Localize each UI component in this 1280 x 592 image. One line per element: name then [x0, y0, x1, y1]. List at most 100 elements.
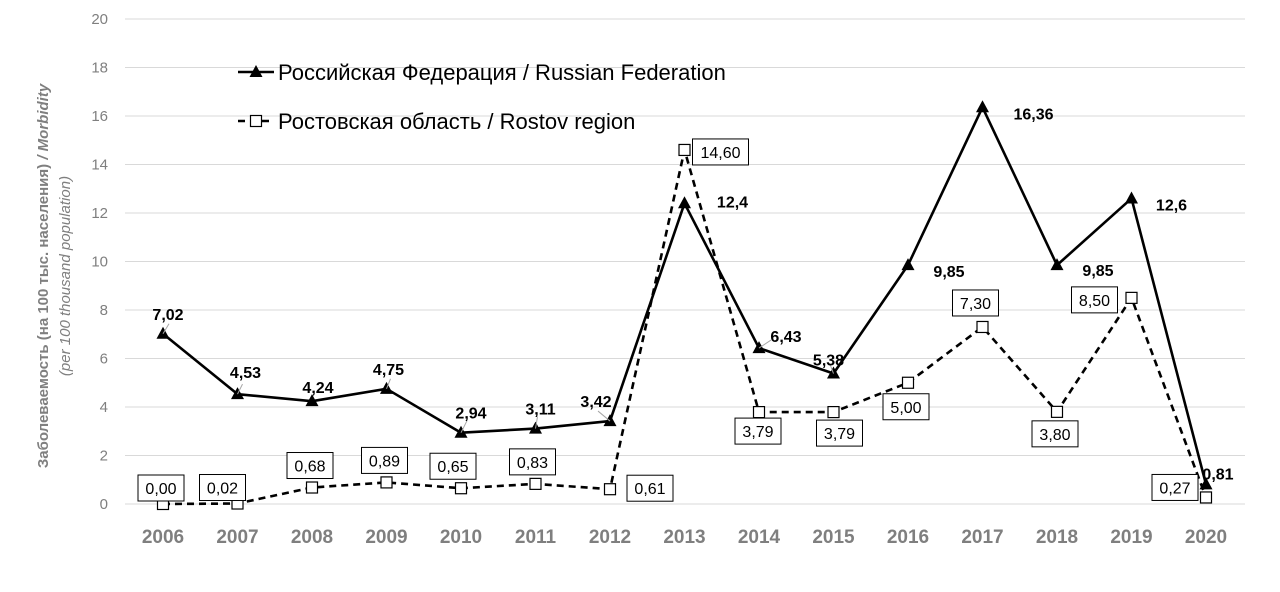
y-axis-label: Заболеваемость (на 100 тыс. населения) /…	[35, 83, 74, 468]
series-layer	[156, 100, 1213, 511]
rostov-data-label: 3,80	[1039, 427, 1070, 444]
rostov-label-box	[1071, 286, 1118, 314]
rostov-data-label: 0,02	[207, 481, 238, 498]
rf-point-marker	[1125, 191, 1138, 204]
rf-label-leader	[162, 323, 170, 335]
rostov-label-box	[692, 138, 749, 166]
rostov-data-label: 0,83	[517, 455, 548, 472]
legend: Российская Федерация / Russian Federatio…	[238, 60, 726, 134]
x-tick-label: 2015	[812, 527, 855, 548]
rf-point-marker	[305, 394, 319, 407]
rf-data-label: 4,53	[230, 365, 261, 382]
legend-square-marker	[249, 114, 263, 128]
rostov-label-box	[509, 448, 556, 476]
rostov-label-box	[1031, 420, 1079, 448]
rf-data-label: 9,85	[1082, 263, 1113, 280]
rf-data-label: 2,94	[455, 406, 486, 423]
rostov-point-marker	[1050, 405, 1064, 418]
x-tick-label: 2010	[440, 527, 482, 548]
rostov-label-box	[816, 419, 863, 447]
legend-triangle-marker	[249, 65, 263, 77]
rostov-data-label: 0,65	[437, 459, 468, 476]
x-tick-label: 2019	[1110, 527, 1152, 548]
x-tick-label: 2009	[365, 527, 407, 548]
rf-data-label: 4,24	[302, 380, 333, 397]
rostov-label-box	[952, 289, 999, 317]
rf-label-leader	[830, 365, 834, 374]
y-axis-ticks: 0 2 4 6 8 10 12 14 16 18 20	[91, 11, 108, 513]
y-tick-label: 14	[91, 157, 108, 174]
rf-data-label: 6,43	[770, 329, 801, 346]
rostov-data-label: 7,30	[960, 296, 991, 313]
rostov-label-box	[137, 474, 185, 502]
rf-point-marker	[1050, 258, 1064, 271]
rf-label-leader	[597, 410, 611, 422]
y-axis-title: Заболеваемость (на 100 тыс. населения) /…	[35, 83, 52, 468]
rostov-point-marker	[454, 482, 468, 495]
rostov-point-marker	[901, 376, 915, 389]
rf-label-leader	[460, 420, 468, 433]
rostov-point-marker	[678, 143, 691, 157]
rostov-label-box	[882, 393, 930, 421]
rf-data-label: 12,6	[1156, 197, 1187, 214]
legend-label-rostov: Ростовская область / Rostov region	[278, 109, 635, 134]
rostov-point-marker	[976, 320, 989, 334]
x-tick-label: 2006	[142, 527, 184, 548]
rf-point-marker	[678, 196, 691, 209]
rf-label-leader	[758, 339, 772, 349]
y-tick-label: 4	[100, 399, 108, 416]
rf-label-leader	[535, 416, 538, 429]
rostov-point-marker	[529, 477, 542, 490]
rostov-point-marker	[752, 405, 766, 419]
y-tick-label: 2	[100, 448, 108, 465]
rf-data-label: 7,02	[152, 307, 183, 324]
y-tick-label: 10	[91, 254, 108, 271]
legend-label-rf: Российская Федерация / Russian Federatio…	[278, 60, 726, 85]
x-tick-label: 2007	[216, 527, 258, 548]
rostov-point-marker	[305, 481, 319, 494]
y-axis-subtitle: (per 100 thousand population)	[57, 176, 74, 376]
rf-point-marker	[901, 258, 915, 271]
rostov-data-label: 0,68	[294, 459, 325, 476]
rf-data-label: 16,36	[1013, 106, 1053, 123]
rostov-data-label: 14,60	[700, 145, 740, 162]
x-tick-label: 2017	[961, 527, 1003, 548]
rostov-label-box	[1151, 473, 1199, 501]
rf-data-label: 3,42	[580, 394, 611, 411]
rf-label-leader	[237, 383, 243, 395]
rf-point-marker	[976, 100, 989, 113]
rf-data-label: 5,38	[813, 353, 844, 370]
x-tick-label: 2016	[887, 527, 929, 548]
x-tick-label: 2013	[663, 527, 705, 548]
rostov-point-marker	[380, 476, 393, 489]
rostov-data-label: 3,79	[742, 424, 773, 441]
y-tick-label: 18	[91, 60, 108, 77]
rostov-data-label: 8,50	[1079, 293, 1110, 310]
rostov-label-box	[286, 452, 334, 480]
y-tick-label: 16	[91, 108, 108, 125]
y-tick-label: 12	[91, 205, 108, 222]
rf-data-label: 0,81	[1202, 466, 1233, 483]
rostov-point-marker	[827, 405, 840, 419]
x-tick-label: 2008	[291, 527, 333, 548]
rostov-data-label: 0,89	[369, 453, 400, 470]
rostov-label-box	[199, 474, 246, 502]
rf-data-label: 12,4	[717, 194, 748, 211]
rostov-point-marker	[603, 483, 617, 496]
rf-point-marker	[1199, 477, 1213, 490]
rf-point-marker	[603, 414, 617, 427]
x-tick-label: 2018	[1036, 527, 1078, 548]
rf-data-label: 4,75	[373, 362, 404, 379]
rostov-label-box	[429, 452, 477, 480]
y-tick-label: 6	[100, 351, 108, 368]
rf-point-marker	[752, 341, 766, 354]
x-tick-label: 2014	[738, 527, 781, 548]
rostov-point-marker	[1199, 491, 1213, 504]
rostov-data-label: 3,79	[824, 426, 855, 443]
legend-item-rf: Российская Федерация / Russian Federatio…	[238, 60, 726, 85]
x-tick-label: 2012	[589, 527, 631, 548]
y-tick-label: 8	[100, 302, 108, 319]
y-tick-label: 20	[91, 11, 108, 28]
rf-label-leader	[386, 378, 391, 389]
